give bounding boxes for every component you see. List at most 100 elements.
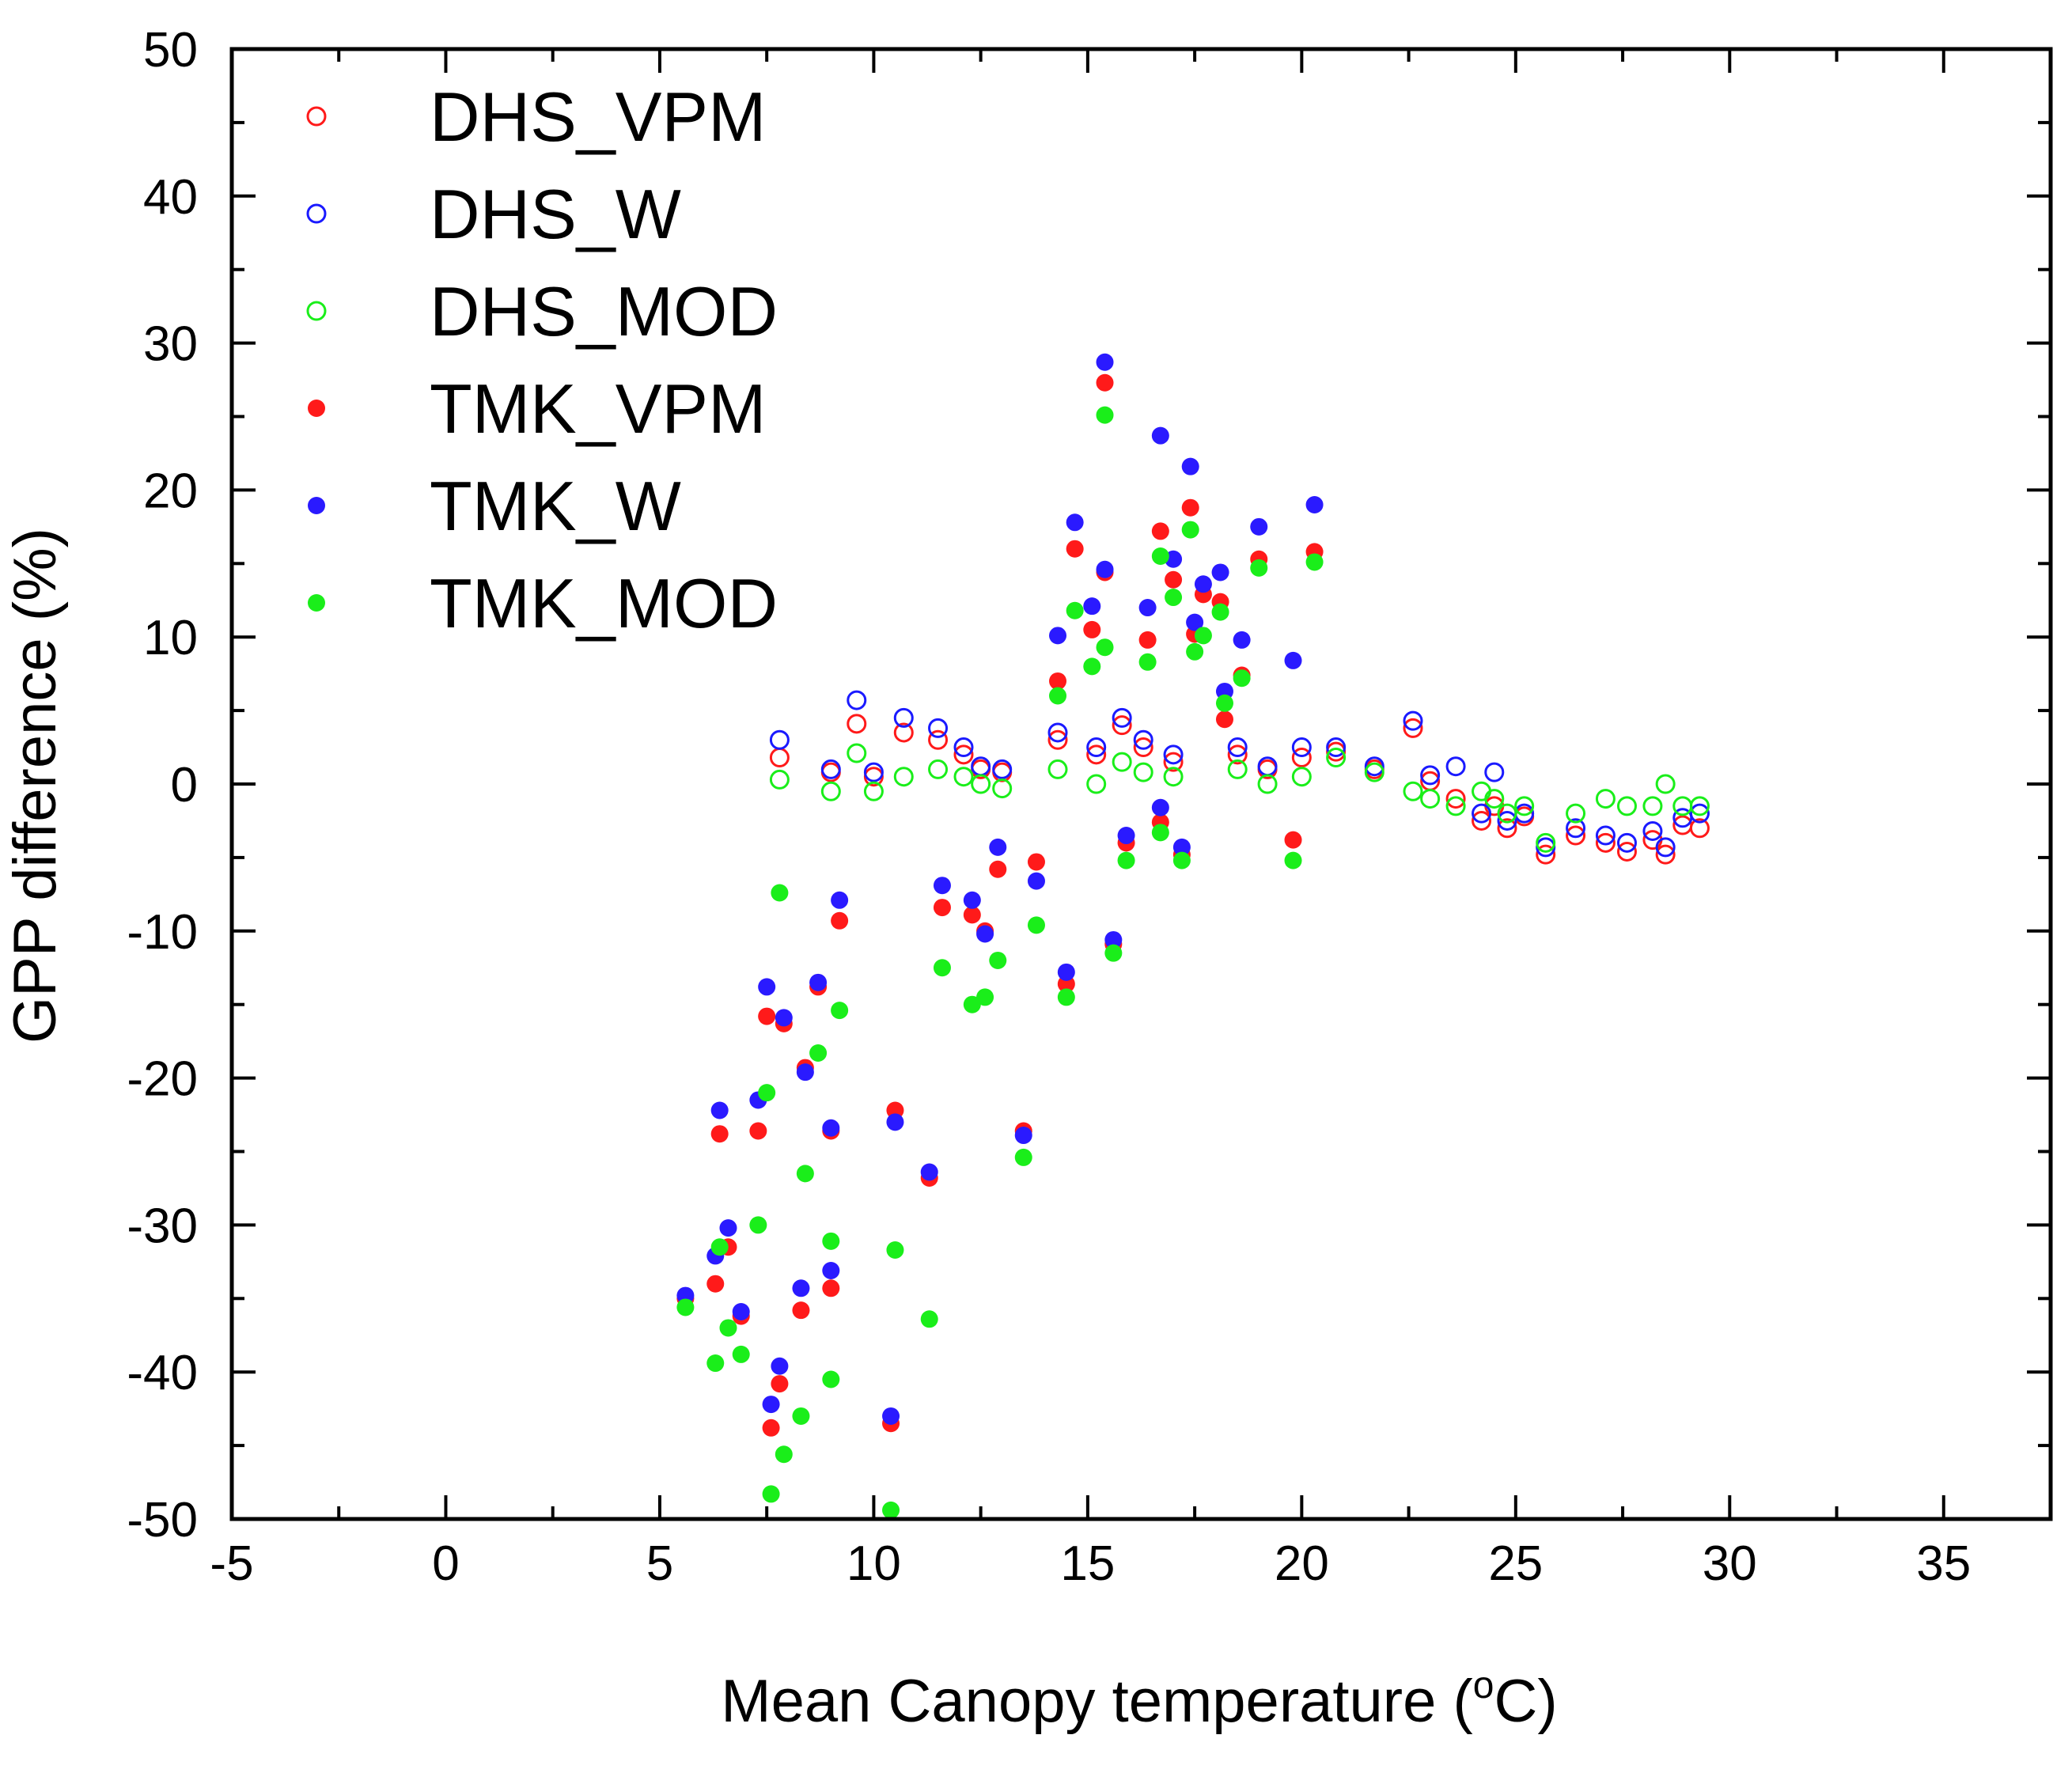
point-dhs-mod [1566, 803, 1586, 824]
point-dhs-mod [1595, 789, 1616, 809]
point-tmk-w [792, 1279, 810, 1297]
point-tmk-vpm [1165, 570, 1183, 589]
point-tmk-mod [1172, 851, 1191, 869]
data-points-layer [676, 353, 1710, 1519]
point-tmk-mod [989, 951, 1007, 969]
point-dhs-w [847, 690, 867, 710]
point-dhs-w [1112, 707, 1132, 728]
point-tmk-mod [762, 1485, 780, 1503]
point-dhs-w [992, 759, 1013, 779]
legend-label-dhs-w: DHS_W [430, 175, 681, 253]
point-dhs-mod [1133, 762, 1153, 782]
point-dhs-vpm [893, 722, 914, 743]
point-tmk-mod [933, 959, 951, 977]
x-axis-title-superscript: o [1473, 1665, 1494, 1706]
point-tmk-mod [1066, 601, 1084, 619]
y-tick-label: -50 [127, 1493, 198, 1547]
plot-frame [229, 47, 2053, 1521]
tick-labels-layer: -5 0 5 10 15 20 25 30 35-50-40-30-20-10010203040… [127, 23, 1971, 1591]
point-tmk-w [989, 838, 1007, 856]
point-tmk-mod [1096, 406, 1114, 424]
x-tick-label: 15 [1060, 1536, 1115, 1591]
point-dhs-w [1364, 756, 1384, 777]
point-dhs-vpm [1086, 744, 1107, 765]
point-tmk-mod [1186, 642, 1204, 661]
legend-marker-dhs-vpm [306, 106, 327, 127]
point-dhs-w [1227, 737, 1248, 758]
point-dhs-vpm [1445, 789, 1466, 809]
point-tmk-mod [706, 1354, 725, 1373]
legend-marker-dhs-mod [306, 301, 327, 321]
point-dhs-mod [1163, 767, 1184, 787]
point-tmk-w [758, 978, 776, 996]
point-dhs-mod [928, 759, 949, 779]
point-dhs-mod [1655, 774, 1676, 794]
point-tmk-vpm [1215, 710, 1233, 729]
point-tmk-w [822, 1261, 840, 1279]
point-dhs-mod [1642, 796, 1663, 816]
point-dhs-mod [971, 774, 991, 794]
y-tick-label: 20 [143, 464, 198, 518]
point-tmk-w [1096, 560, 1114, 578]
point-dhs-vpm [1112, 715, 1132, 736]
point-tmk-vpm [831, 911, 849, 930]
point-tmk-vpm [1066, 540, 1084, 558]
x-tick-label: 25 [1488, 1536, 1543, 1591]
point-tmk-mod [1165, 589, 1183, 607]
y-tick-label: 10 [143, 611, 198, 665]
point-dhs-w [1326, 737, 1347, 758]
point-tmk-mod [963, 995, 981, 1013]
point-tmk-w [886, 1113, 904, 1131]
point-tmk-w [831, 891, 849, 909]
point-dhs-vpm [1047, 729, 1068, 750]
point-tmk-w [762, 1396, 780, 1414]
point-tmk-w [963, 891, 981, 909]
point-dhs-mod [1257, 774, 1278, 794]
point-tmk-mod [710, 1238, 729, 1256]
point-dhs-w [1497, 810, 1517, 831]
point-dhs-w [1133, 729, 1153, 750]
point-tmk-mod [1181, 521, 1199, 539]
point-dhs-mod [893, 767, 914, 787]
point-tmk-mod [1284, 851, 1302, 869]
point-dhs-vpm [1291, 748, 1312, 768]
point-tmk-w [771, 1357, 789, 1375]
point-dhs-vpm [1497, 818, 1517, 839]
point-tmk-mod [758, 1084, 776, 1102]
point-tmk-vpm [758, 1007, 776, 1025]
point-tmk-w [796, 1063, 814, 1081]
point-dhs-mod [1420, 789, 1441, 809]
point-tmk-w [1211, 563, 1229, 581]
point-dhs-w [1420, 765, 1441, 786]
point-dhs-w [1566, 818, 1586, 839]
point-tmk-mod [1057, 988, 1075, 1006]
point-dhs-w [1403, 710, 1423, 731]
point-tmk-vpm [1096, 373, 1114, 392]
point-dhs-mod [992, 778, 1013, 799]
point-dhs-mod [953, 767, 974, 787]
legend-label-tmk-mod: TMK_MOD [430, 564, 778, 642]
point-tmk-w [976, 925, 994, 943]
legend-label-tmk-w: TMK_W [430, 467, 681, 545]
x-tick-label: 10 [847, 1536, 901, 1591]
point-tmk-vpm [1181, 498, 1199, 517]
point-dhs-vpm [928, 729, 949, 750]
point-dhs-w [1689, 803, 1710, 824]
point-dhs-w [1086, 737, 1107, 758]
point-tmk-vpm [710, 1125, 729, 1143]
x-axis-title-main: Mean Canopy temperature ( [721, 1668, 1472, 1735]
x-axis-title: Mean Canopy temperature (oC) [721, 1665, 1557, 1735]
point-dhs-mod [1616, 796, 1637, 816]
y-axis-title: GPP difference (%) [2, 528, 69, 1044]
point-tmk-mod [1104, 944, 1123, 962]
point-tmk-w [1151, 426, 1169, 445]
point-dhs-vpm [1595, 832, 1616, 853]
point-dhs-mod [1403, 781, 1423, 801]
point-tmk-vpm [762, 1419, 780, 1437]
x-tick-label: 20 [1275, 1536, 1329, 1591]
point-tmk-vpm [933, 899, 951, 917]
point-tmk-mod [771, 884, 789, 902]
point-dhs-mod [1047, 759, 1068, 779]
point-tmk-mod [1027, 916, 1045, 934]
